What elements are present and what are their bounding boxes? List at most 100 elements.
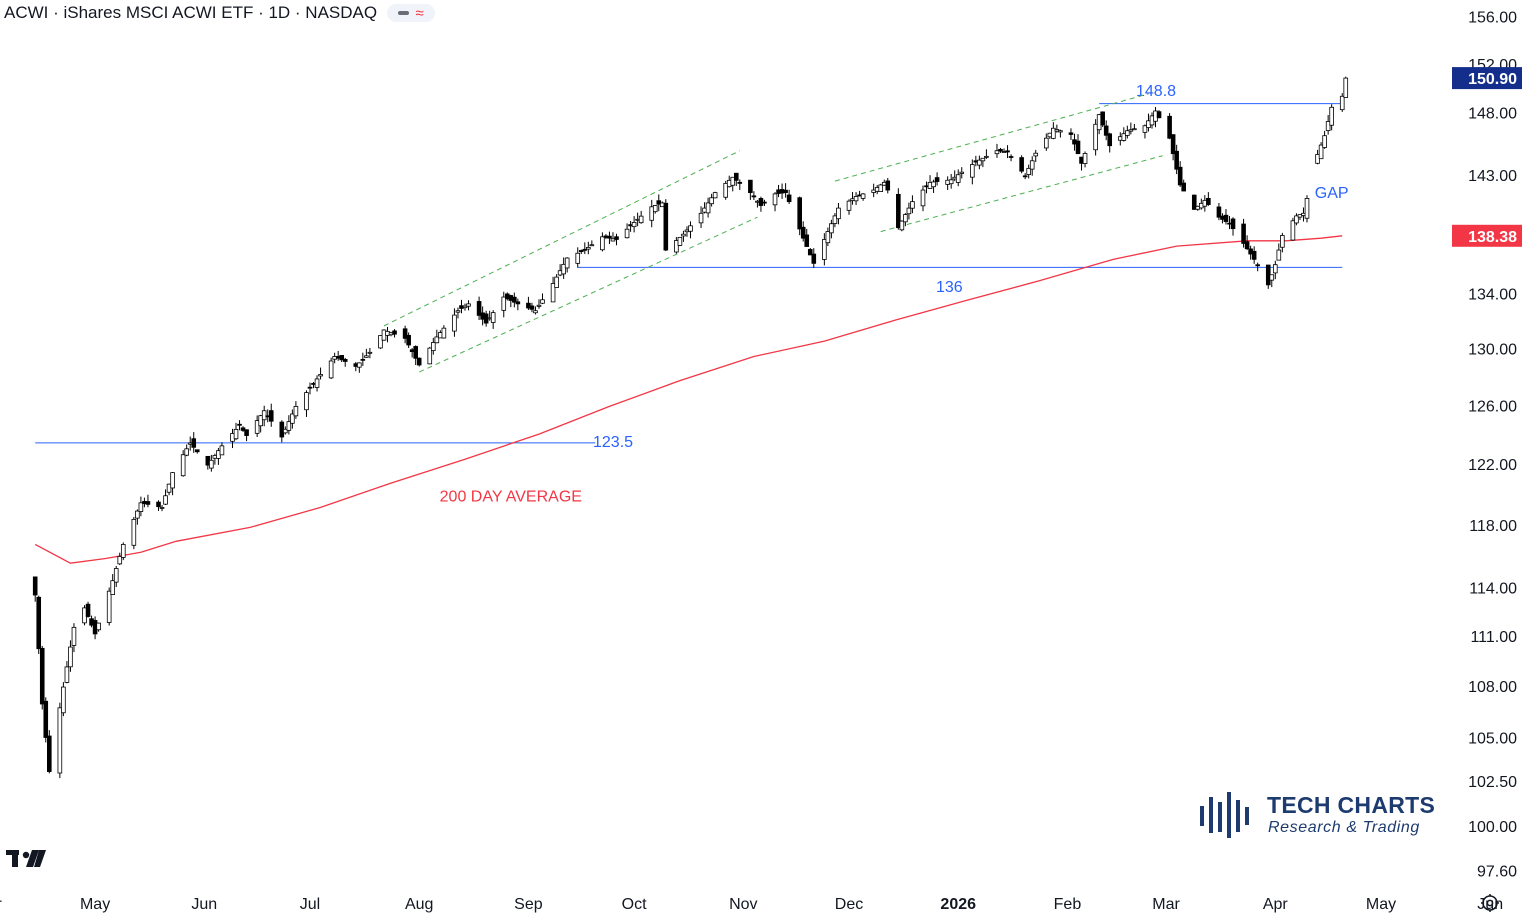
candle-body[interactable] — [674, 240, 679, 253]
line-dash-icon[interactable] — [398, 11, 410, 15]
last-price-badge[interactable] — [1452, 67, 1522, 90]
candle-body[interactable] — [896, 193, 901, 229]
candle-body[interactable] — [1191, 194, 1197, 210]
candle-body[interactable] — [836, 207, 841, 220]
candle-body[interactable] — [846, 200, 852, 211]
candle-body[interactable] — [1206, 197, 1211, 205]
candle-body[interactable] — [416, 357, 422, 366]
candle-body[interactable] — [364, 355, 369, 358]
candle-body[interactable] — [737, 181, 743, 184]
candle-body[interactable] — [811, 253, 817, 264]
candle-body[interactable] — [314, 378, 320, 388]
candle-body[interactable] — [219, 445, 225, 456]
candle-body[interactable] — [1251, 250, 1257, 260]
candle-body[interactable] — [1318, 144, 1324, 160]
candle-body[interactable] — [339, 355, 344, 361]
candle-body[interactable] — [1008, 156, 1014, 158]
candle-body[interactable] — [68, 646, 73, 668]
candle-body[interactable] — [328, 360, 334, 379]
candle-body[interactable] — [1054, 129, 1060, 132]
candle-body[interactable] — [258, 415, 263, 427]
candle-body[interactable] — [1156, 111, 1162, 119]
candle-body[interactable] — [1269, 274, 1275, 281]
candle-body[interactable] — [135, 510, 140, 519]
candle-body[interactable] — [1068, 132, 1074, 135]
candle-body[interactable] — [209, 459, 214, 469]
candle-body[interactable] — [244, 429, 249, 436]
candle-body[interactable] — [800, 226, 806, 239]
channel-line-upper[interactable] — [383, 150, 741, 327]
candle-body[interactable] — [191, 438, 197, 448]
candle-body[interactable] — [822, 239, 827, 260]
channel-line-lower[interactable] — [418, 216, 758, 373]
candle-body[interactable] — [853, 196, 859, 202]
candle-body[interactable] — [998, 148, 1003, 152]
candle-body[interactable] — [113, 568, 119, 583]
candle-body[interactable] — [96, 622, 101, 631]
candle-body[interactable] — [1121, 133, 1127, 141]
candle-body[interactable] — [578, 250, 584, 253]
candle-body[interactable] — [1058, 130, 1063, 133]
candle-body[interactable] — [1280, 235, 1285, 248]
candle-body[interactable] — [43, 700, 49, 738]
candle-body[interactable] — [1033, 152, 1039, 157]
candle-body[interactable] — [554, 276, 559, 288]
candle-body[interactable] — [156, 501, 161, 508]
candle-body[interactable] — [723, 182, 729, 198]
candle-body[interactable] — [1125, 130, 1130, 136]
candle-body[interactable] — [64, 666, 70, 683]
candle-body[interactable] — [1132, 128, 1137, 131]
candle-body[interactable] — [1329, 106, 1334, 126]
candle-body[interactable] — [462, 305, 468, 309]
candle-body[interactable] — [786, 194, 792, 203]
candle-body[interactable] — [1230, 218, 1236, 230]
candle-body[interactable] — [501, 296, 507, 311]
candles[interactable] — [32, 76, 1349, 779]
candle-body[interactable] — [1082, 153, 1088, 164]
candle-body[interactable] — [367, 351, 373, 354]
candle-body[interactable] — [948, 179, 954, 185]
candle-body[interactable] — [804, 234, 810, 247]
tradingview-logo-icon[interactable] — [6, 846, 46, 868]
candle-body[interactable] — [1051, 127, 1056, 139]
candle-body[interactable] — [709, 197, 714, 205]
candle-body[interactable] — [378, 335, 383, 349]
candle-body[interactable] — [1167, 115, 1172, 139]
candle-body[interactable] — [1174, 150, 1179, 170]
candle-body[interactable] — [705, 202, 711, 214]
candle-body[interactable] — [1216, 206, 1222, 218]
candle-body[interactable] — [878, 184, 884, 192]
candle-body[interactable] — [762, 201, 767, 204]
candle-body[interactable] — [860, 193, 866, 199]
candle-body[interactable] — [1294, 215, 1299, 224]
candle-body[interactable] — [797, 197, 802, 230]
candle-body[interactable] — [1322, 135, 1327, 148]
candle-body[interactable] — [536, 304, 542, 307]
candle-body[interactable] — [807, 249, 813, 256]
candle-body[interactable] — [194, 449, 200, 453]
candle-body[interactable] — [903, 214, 908, 223]
candle-body[interactable] — [184, 448, 189, 456]
candle-body[interactable] — [631, 222, 637, 228]
candle-body[interactable] — [490, 312, 496, 323]
candle-body[interactable] — [712, 192, 718, 199]
candle-body[interactable] — [117, 556, 123, 565]
candle-body[interactable] — [899, 220, 905, 231]
candle-body[interactable] — [180, 454, 186, 477]
candle-body[interactable] — [589, 244, 595, 247]
candle-body[interactable] — [607, 235, 612, 239]
candle-body[interactable] — [430, 342, 436, 352]
candle-body[interactable] — [980, 157, 986, 162]
candle-body[interactable] — [885, 180, 891, 191]
candle-body[interactable] — [624, 228, 630, 239]
symbol-title[interactable]: ACWI · iShares MSCI ACWI ETF · 1D · NASD… — [4, 3, 378, 22]
candle-body[interactable] — [120, 544, 126, 558]
price-axis[interactable]: 156.00152.00148.00143.00138.00134.00130.… — [1452, 10, 1522, 881]
candle-body[interactable] — [39, 647, 45, 705]
candle-body[interactable] — [1181, 182, 1186, 192]
candle-body[interactable] — [61, 686, 66, 714]
candle-body[interactable] — [357, 362, 362, 368]
candle-body[interactable] — [994, 150, 1000, 155]
candle-body[interactable] — [1290, 220, 1296, 241]
